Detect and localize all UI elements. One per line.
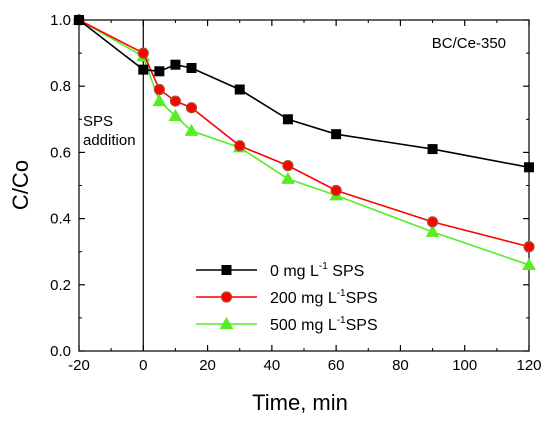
data-point xyxy=(524,162,534,173)
data-point xyxy=(137,47,149,59)
x-tick-label: 80 xyxy=(392,357,409,374)
series-line xyxy=(78,19,530,266)
data-point xyxy=(185,102,198,114)
legend-entry: 200 mg L-1SPS xyxy=(196,288,378,307)
y-tick-label: 0.8 xyxy=(50,78,71,95)
data-point xyxy=(152,94,167,107)
x-tick-label: -20 xyxy=(68,357,90,374)
data-point xyxy=(331,129,342,140)
y-tick-label: 0.2 xyxy=(50,277,71,294)
x-tick-label: 20 xyxy=(199,357,216,374)
x-tick-label: 40 xyxy=(264,357,281,374)
legend-marker xyxy=(219,316,234,329)
y-tick-label: 1.0 xyxy=(50,12,71,29)
legend-label: 200 mg L-1SPS xyxy=(270,288,378,307)
vline-annotation-line1: SPS xyxy=(83,113,113,130)
data-point xyxy=(281,171,295,184)
data-point xyxy=(282,114,293,125)
data-point xyxy=(282,160,294,172)
data-point xyxy=(168,108,183,121)
legend-label: 500 mg L-1SPS xyxy=(270,315,378,334)
data-point xyxy=(138,64,149,75)
series-layer xyxy=(72,12,536,270)
data-point xyxy=(169,95,182,107)
ticks-layer: -20 0 20 40 60 80 100 120 0.0 0.2 0.4 0.6 0.8 1.0 xyxy=(50,12,541,374)
data-point xyxy=(170,59,181,70)
data-point xyxy=(186,62,197,73)
data-point xyxy=(425,224,440,237)
legend-marker xyxy=(220,291,233,303)
y-tick-label: 0.6 xyxy=(50,144,71,161)
data-point xyxy=(330,184,342,197)
x-tick-label: 100 xyxy=(452,357,477,374)
data-point xyxy=(522,257,536,270)
y-tick-label: 0.4 xyxy=(50,211,71,228)
x-tick-label: 0 xyxy=(139,357,147,374)
data-point xyxy=(154,66,165,77)
series-circle xyxy=(73,14,535,253)
data-point xyxy=(234,140,246,152)
vline-annotation-line2: addition xyxy=(83,132,136,149)
data-point xyxy=(153,83,165,96)
series-line xyxy=(78,19,530,169)
series-square xyxy=(74,15,534,173)
x-tick-label: 60 xyxy=(328,357,345,374)
data-point xyxy=(427,144,438,155)
legend-label: 0 mg L-1 SPS xyxy=(270,261,364,280)
legend-entry: 0 mg L-1 SPS xyxy=(196,261,364,280)
data-point xyxy=(234,84,245,95)
legend-marker xyxy=(221,265,232,275)
series-line xyxy=(78,19,530,248)
data-point xyxy=(184,123,199,136)
y-axis-title: C/Co xyxy=(8,160,33,210)
legend-entry: 500 mg L-1SPS xyxy=(196,315,378,334)
y-tick-label: 0.0 xyxy=(50,343,71,360)
data-point xyxy=(74,15,84,25)
legend: 0 mg L-1 SPS 200 mg L-1SPS 500 mg L-1SPS xyxy=(196,261,378,334)
x-tick-label: 120 xyxy=(516,357,541,374)
data-point xyxy=(426,216,439,228)
x-axis-title: Time, min xyxy=(252,390,348,415)
chart-annotation-label: BC/Ce-350 xyxy=(432,35,506,52)
data-point xyxy=(523,241,535,253)
